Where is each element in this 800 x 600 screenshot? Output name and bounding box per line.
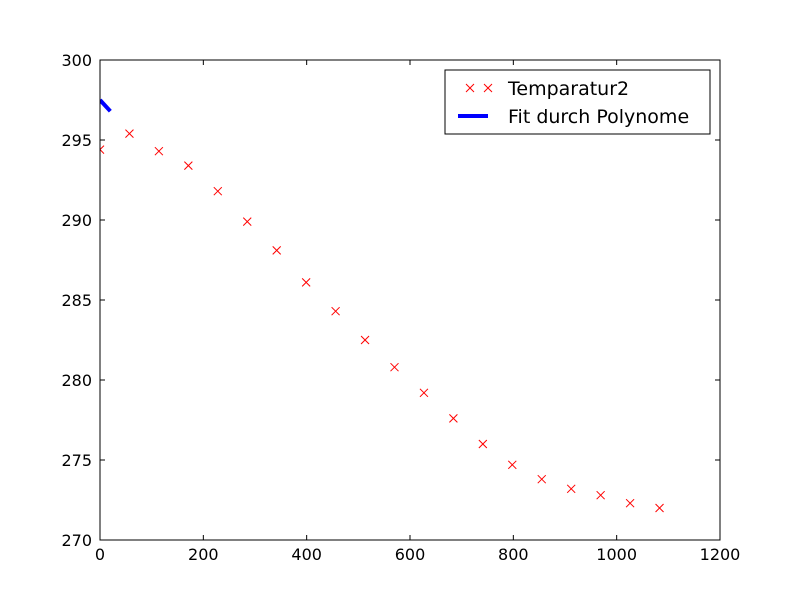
legend-label: Temparatur2 — [507, 78, 629, 100]
series-layer — [100, 98, 664, 513]
y-tick-label: 290 — [61, 211, 92, 230]
legend-swatch-marker — [465, 83, 475, 93]
legend-item: Fit durch Polynome — [458, 106, 689, 128]
x-tick-label: 1000 — [596, 545, 637, 564]
y-tick-label: 275 — [61, 451, 92, 470]
legend-item: Temparatur2 — [465, 78, 629, 100]
x-tick-label: 1200 — [700, 545, 741, 564]
data-point — [507, 460, 517, 470]
data-point — [242, 217, 252, 226]
y-tick-label: 270 — [61, 531, 92, 550]
legend-swatch-marker — [483, 83, 493, 93]
y-tick-label: 280 — [61, 371, 92, 390]
legend: Temparatur2 Fit durch Polynome — [444, 69, 711, 135]
data-point — [125, 129, 134, 138]
series-clip-group — [100, 98, 664, 513]
data-point — [596, 490, 606, 500]
x-tick-label: 200 — [188, 545, 219, 564]
y-tick-label: 300 — [61, 51, 92, 70]
axes-frame — [99, 59, 721, 541]
data-point — [478, 439, 488, 449]
data-point — [655, 503, 664, 513]
data-point — [331, 306, 340, 316]
x-tick-label: 800 — [498, 545, 529, 564]
data-point — [419, 388, 429, 398]
plot-area — [100, 60, 720, 540]
data-point — [154, 146, 164, 156]
data-point — [537, 474, 547, 484]
x-tick-label: 600 — [395, 545, 426, 564]
data-point — [183, 161, 193, 170]
legend-label: Fit durch Polynome — [508, 106, 689, 128]
data-point — [301, 278, 311, 287]
y-tick-label: 295 — [61, 131, 92, 150]
y-tick-label: 285 — [61, 291, 92, 310]
data-point — [100, 145, 105, 154]
data-point — [566, 484, 576, 494]
data-point — [625, 498, 635, 508]
data-point — [213, 186, 223, 196]
x-tick-label: 400 — [291, 545, 322, 564]
x-tick-label: 0 — [95, 545, 105, 564]
data-point — [390, 362, 399, 372]
data-point — [272, 246, 282, 255]
data-point — [360, 335, 370, 345]
data-point — [449, 414, 458, 423]
fit-line — [100, 98, 112, 113]
legend-box — [444, 69, 711, 135]
ticks-layer: 0 200 400 600 800 1000 1200 270 275 280 285 290 295 3… — [61, 51, 740, 564]
